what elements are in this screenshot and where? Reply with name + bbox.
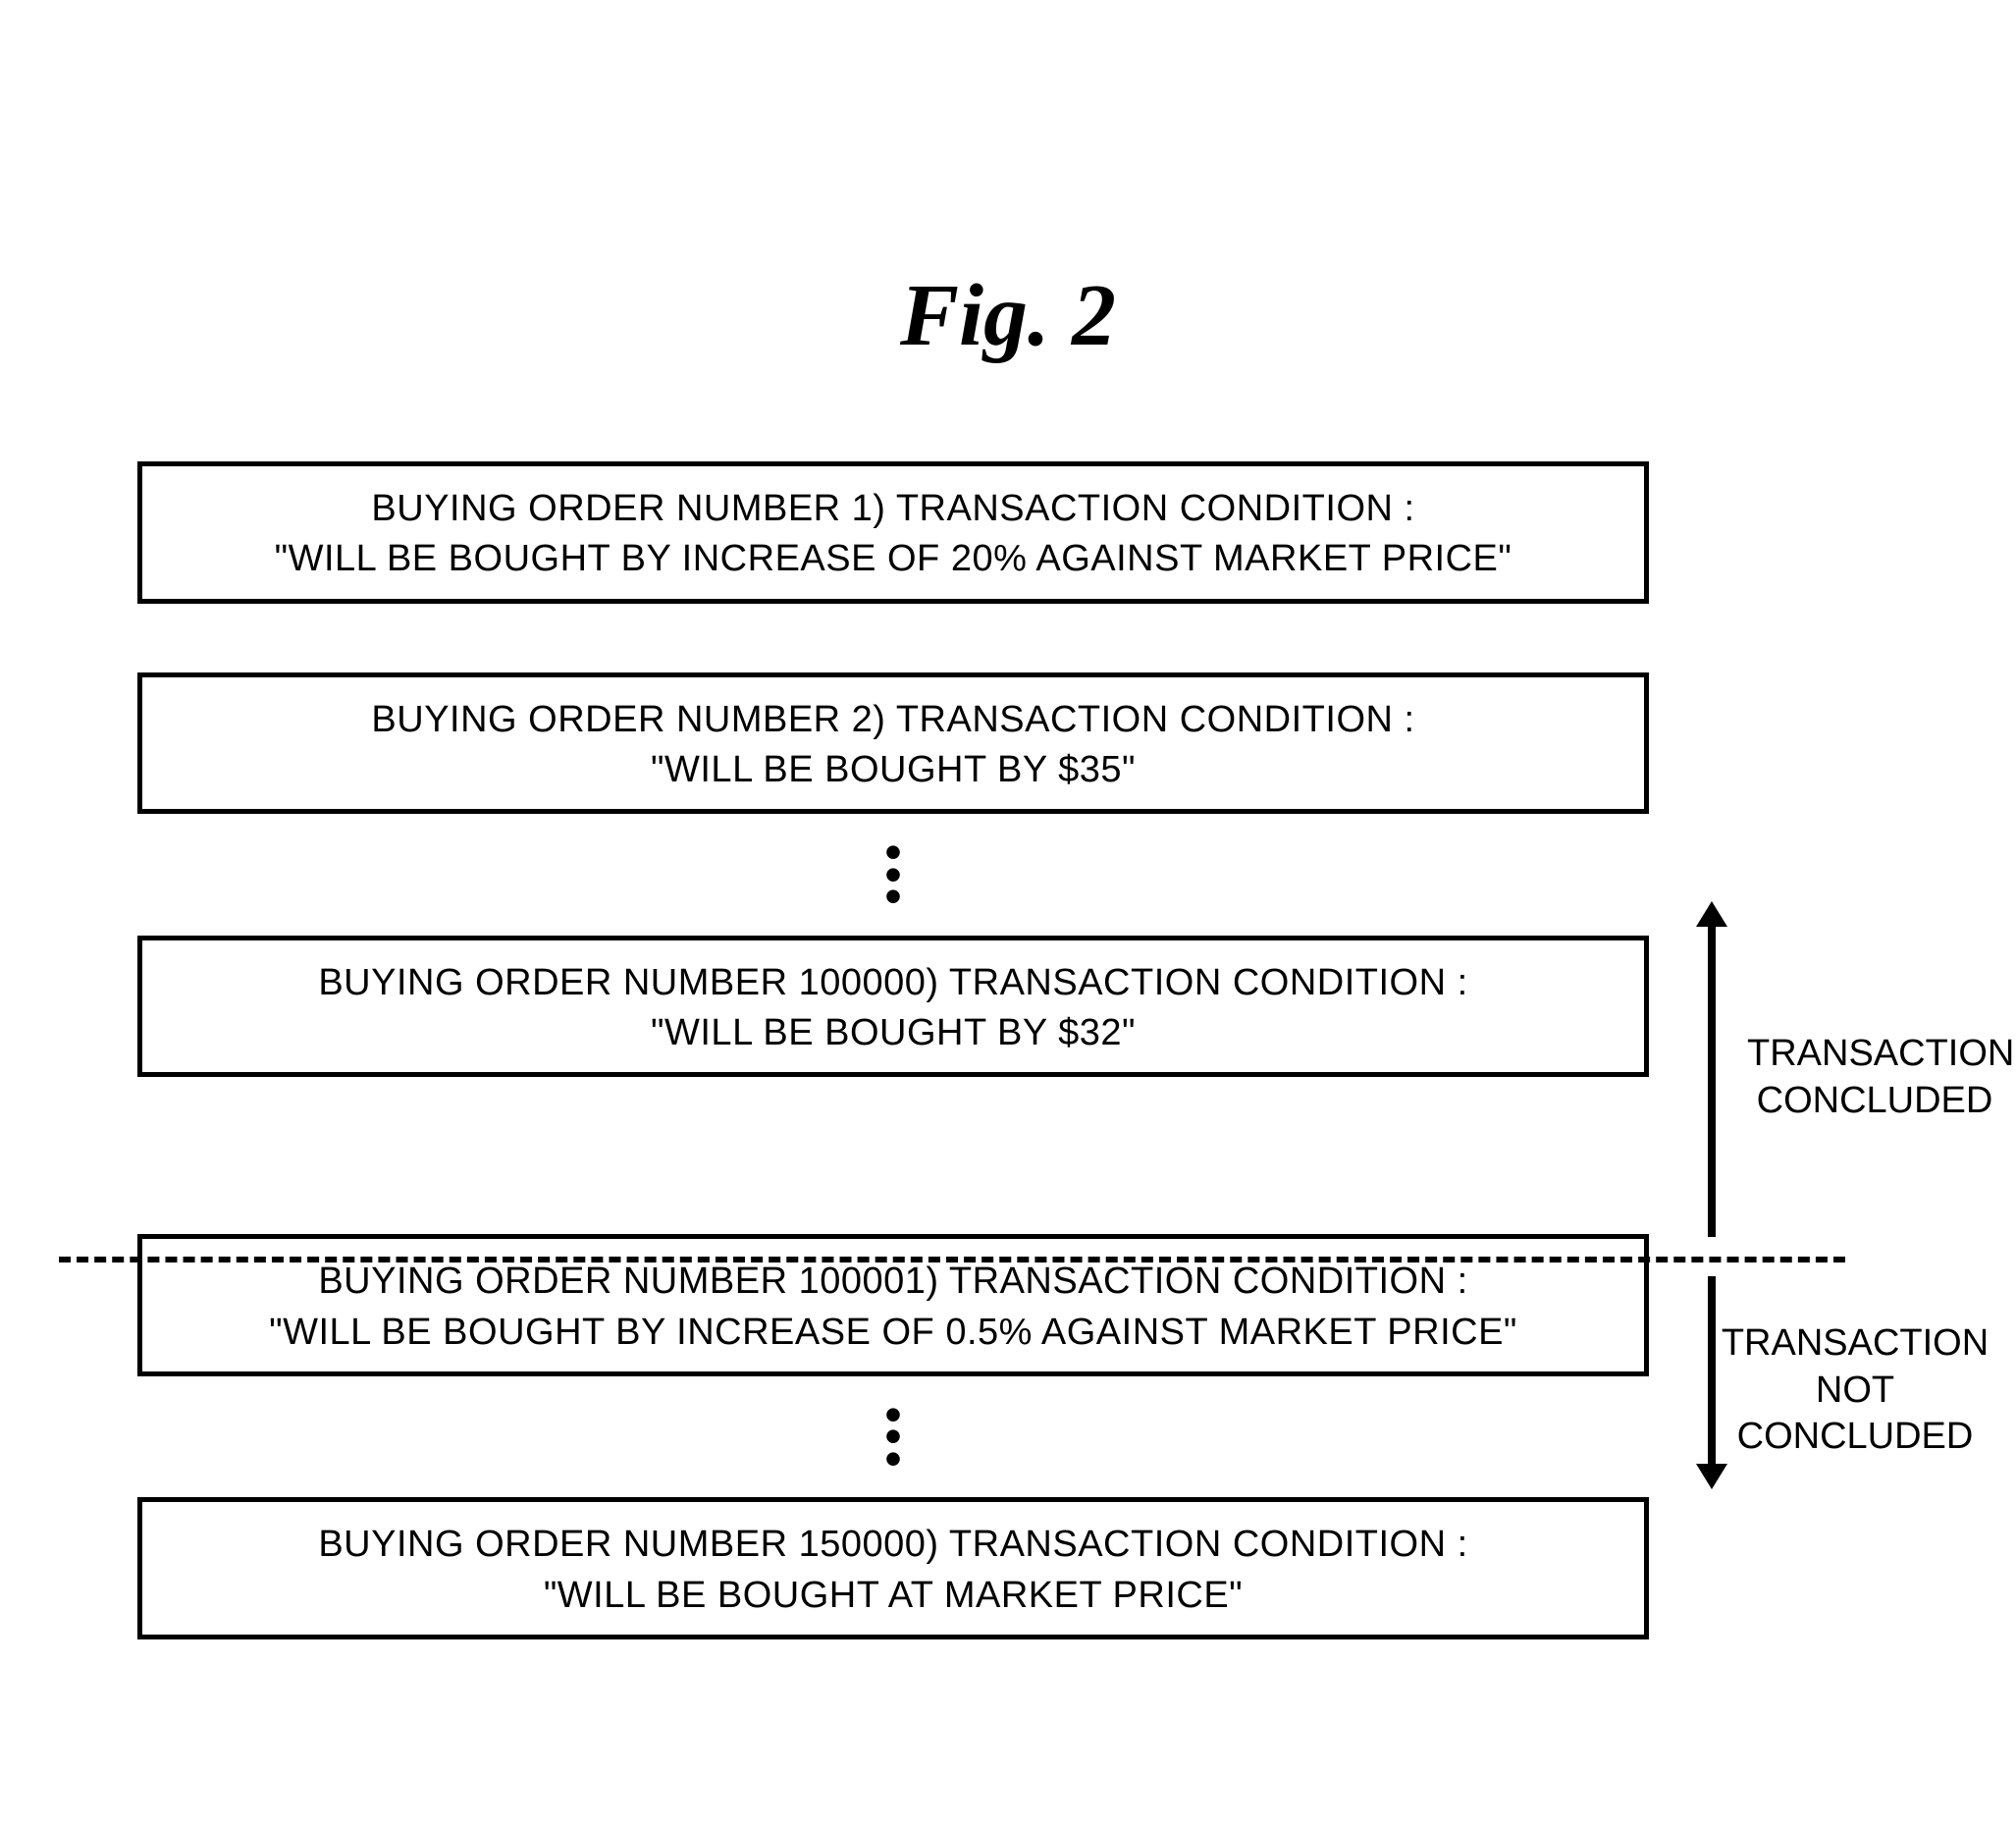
concluded-line2: CONCLUDED: [1757, 1080, 1993, 1121]
order-100001-line2: "WILL BE BOUGHT BY INCREASE OF 0.5% AGAI…: [269, 1312, 1517, 1353]
order-150000-line1: BUYING ORDER NUMBER 150000) TRANSACTION …: [318, 1524, 1467, 1565]
arrow-up-icon: [1708, 923, 1716, 1237]
ellipsis-dots-2: •••: [137, 1376, 1649, 1498]
concluded-line1: TRANSACTION: [1747, 1033, 2014, 1074]
not-concluded-line2: NOT CONCLUDED: [1737, 1370, 1974, 1458]
order-2-line2: "WILL BE BOUGHT BY $35": [651, 749, 1136, 790]
order-box-2: BUYING ORDER NUMBER 2) TRANSACTION CONDI…: [137, 672, 1649, 815]
figure-title: Fig. 2: [900, 265, 1116, 366]
order-100000-line1: BUYING ORDER NUMBER 100000) TRANSACTION …: [318, 962, 1467, 1003]
not-concluded-line1: TRANSACTION: [1722, 1322, 1989, 1364]
order-box-100000: BUYING ORDER NUMBER 100000) TRANSACTION …: [137, 936, 1649, 1078]
orders-column: BUYING ORDER NUMBER 1) TRANSACTION CONDI…: [137, 461, 1649, 1639]
label-transaction-not-concluded: TRANSACTION NOT CONCLUDED: [1698, 1320, 2012, 1461]
order-box-100001: BUYING ORDER NUMBER 100001) TRANSACTION …: [137, 1234, 1649, 1376]
label-transaction-concluded: TRANSACTION CONCLUDED: [1747, 1031, 2002, 1124]
ellipsis-dots-1: •••: [137, 814, 1649, 936]
order-100000-line2: "WILL BE BOUGHT BY $32": [651, 1012, 1136, 1053]
dashed-divider: [59, 1257, 1845, 1262]
order-150000-line2: "WILL BE BOUGHT AT MARKET PRICE": [544, 1575, 1243, 1616]
order-box-1: BUYING ORDER NUMBER 1) TRANSACTION CONDI…: [137, 461, 1649, 604]
order-1-line1: BUYING ORDER NUMBER 1) TRANSACTION CONDI…: [371, 488, 1414, 529]
spacer-divider: [137, 1077, 1649, 1234]
order-100001-line1: BUYING ORDER NUMBER 100001) TRANSACTION …: [318, 1261, 1467, 1302]
spacer: [137, 604, 1649, 672]
order-2-line1: BUYING ORDER NUMBER 2) TRANSACTION CONDI…: [371, 699, 1414, 740]
order-1-line2: "WILL BE BOUGHT BY INCREASE OF 20% AGAIN…: [275, 538, 1512, 579]
order-box-150000: BUYING ORDER NUMBER 150000) TRANSACTION …: [137, 1497, 1649, 1639]
